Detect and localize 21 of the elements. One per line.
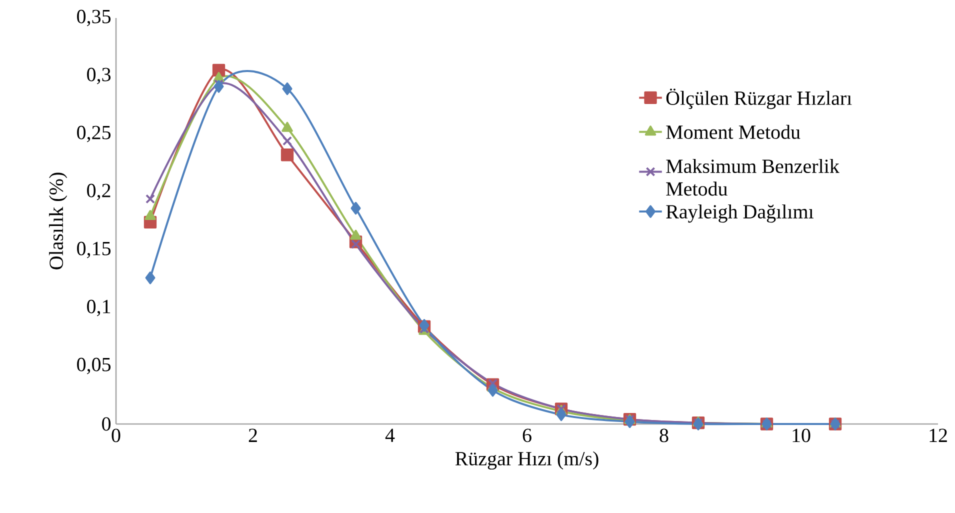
y-tick-label: 0,3	[87, 68, 111, 84]
x-axis-title: Rüzgar Hızı (m/s)	[455, 451, 598, 470]
x-tick-label: 0	[112, 428, 120, 442]
legend-label: Ölçülen Rüzgar Hızları	[666, 88, 852, 110]
y-tick-label: 0,35	[77, 10, 111, 26]
y-tick-label: 0,25	[77, 126, 111, 142]
legend-label: Moment Metodu	[666, 124, 800, 139]
x-tick-label: 8	[660, 428, 668, 442]
x-tick-label: 2	[248, 428, 257, 442]
x-tick-label: 10	[792, 428, 810, 442]
y-tick-label: 0,2	[87, 184, 110, 200]
y-tick-label: 0,1	[87, 300, 110, 316]
y-tick-label: 0,05	[77, 358, 111, 374]
x-tick-label: 12	[930, 428, 947, 442]
y-tick-label: 0,15	[77, 242, 111, 258]
y-tick-label: 0	[102, 417, 111, 431]
legend-label: Maksimum Benzerlik Metodu	[666, 158, 840, 196]
y-axis-title: Olasılık (%)	[49, 172, 68, 270]
x-tick-label: 6	[522, 428, 532, 442]
x-tick-label: 4	[385, 428, 395, 442]
legend-label: Rayleigh Dağılımı	[666, 204, 814, 223]
